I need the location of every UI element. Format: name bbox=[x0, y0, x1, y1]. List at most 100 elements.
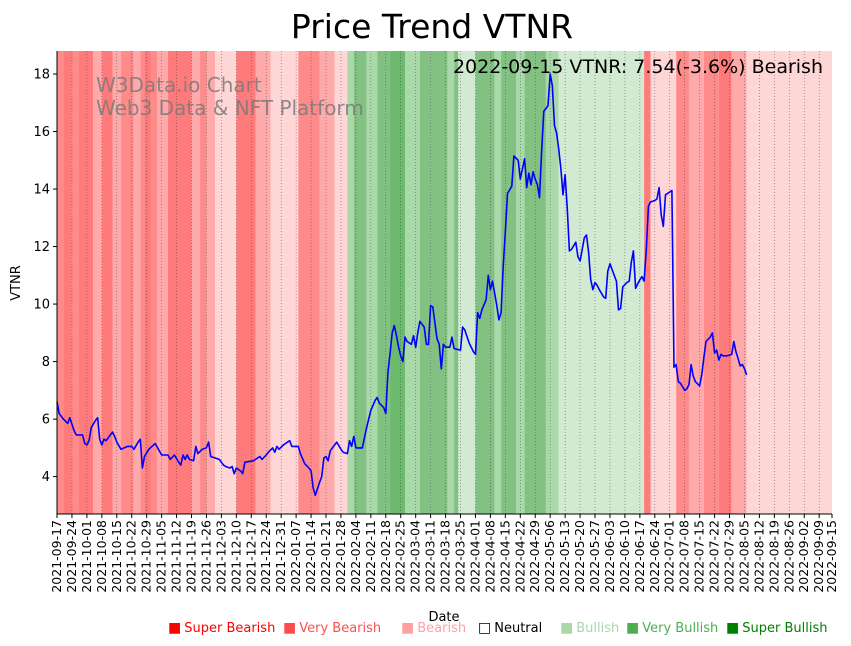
x-tick-label: 2022-03-18 bbox=[438, 520, 453, 593]
sentiment-band-light-bullish bbox=[458, 51, 476, 514]
x-tick-label: 2022-08-05 bbox=[736, 520, 751, 593]
x-tick-label: 2022-03-25 bbox=[453, 520, 468, 593]
sentiment-band-very-bearish bbox=[200, 51, 207, 514]
x-tick-label: 2022-05-20 bbox=[572, 520, 587, 593]
date-gridlines bbox=[71, 51, 820, 514]
y-tick-label: 8 bbox=[42, 355, 50, 370]
x-tick-label: 2021-09-17 bbox=[49, 520, 64, 593]
x-tick-label: 2021-12-24 bbox=[258, 520, 273, 593]
x-tick-label: 2022-06-03 bbox=[602, 520, 617, 593]
sentiment-band-bullish bbox=[347, 51, 354, 514]
y-tick-label: 4 bbox=[42, 470, 50, 485]
x-tick-label: 2022-06-17 bbox=[632, 520, 647, 593]
x-tick-label: 2021-11-12 bbox=[169, 520, 184, 593]
sentiment-band-very-bullish bbox=[430, 51, 448, 514]
y-axis-label: VTNR bbox=[9, 265, 24, 301]
x-tick-label: 2021-10-29 bbox=[139, 520, 154, 593]
x-tick-label: 2021-11-05 bbox=[154, 520, 169, 593]
sentiment-band-super-bearish bbox=[168, 51, 192, 514]
sentiment-band-very-bearish bbox=[71, 51, 79, 514]
x-tick-label: 2021-09-24 bbox=[64, 520, 79, 593]
legend-swatch-icon: ■ bbox=[283, 620, 297, 636]
x-tick-label: 2022-07-08 bbox=[677, 520, 692, 593]
legend-label: Very Bearish bbox=[299, 621, 382, 636]
watermark-line-1: W3Data.io Chart bbox=[96, 73, 262, 97]
sentiment-band-bearish bbox=[93, 51, 102, 514]
x-tick-label: 2022-01-14 bbox=[303, 520, 318, 593]
x-axis-ticks: 2021-09-17 2021-09-24 2021-10-01 2021-10-08… bbox=[49, 514, 839, 593]
x-tick-label: 2022-04-22 bbox=[512, 520, 527, 593]
sentiment-band-super-bearish bbox=[236, 51, 256, 514]
sentiment-band-very-bullish bbox=[454, 51, 459, 514]
legend-label: Bullish bbox=[576, 621, 620, 636]
legend-label: Super Bearish bbox=[184, 621, 276, 636]
sentiment-band-bearish bbox=[206, 51, 215, 514]
sentiment-band-very-bearish bbox=[703, 51, 719, 514]
sentiment-band-bearish bbox=[319, 51, 335, 514]
x-tick-label: 2022-04-15 bbox=[497, 520, 512, 593]
sentiment-band-bearish bbox=[157, 51, 169, 514]
x-tick-label: 2021-12-17 bbox=[243, 520, 258, 593]
y-tick-label: 14 bbox=[33, 183, 50, 198]
x-tick-label: 2022-09-09 bbox=[811, 520, 826, 593]
x-tick-label: 2022-09-15 bbox=[824, 520, 839, 593]
sentiment-band-super-bearish bbox=[644, 51, 651, 514]
chart-title: Price Trend VTNR bbox=[291, 7, 573, 46]
legend-swatch-icon: □ bbox=[478, 620, 492, 636]
x-tick-label: 2022-07-01 bbox=[662, 520, 677, 593]
x-tick-label: 2022-04-29 bbox=[527, 520, 542, 593]
x-tick-label: 2022-04-08 bbox=[482, 520, 497, 593]
x-tick-label: 2021-10-01 bbox=[79, 520, 94, 593]
x-tick-label: 2022-08-19 bbox=[766, 520, 781, 593]
x-tick-label: 2022-03-04 bbox=[408, 520, 423, 593]
legend-item: ■ Super Bearish bbox=[168, 620, 275, 636]
y-tick-label: 12 bbox=[33, 240, 50, 255]
sentiment-band-bearish bbox=[731, 51, 747, 514]
sentiment-band-super-bearish bbox=[144, 51, 151, 514]
legend-item: ■ Very Bullish bbox=[626, 620, 718, 636]
legend-label: Neutral bbox=[494, 621, 543, 636]
sentiment-band-super-bearish bbox=[63, 51, 72, 514]
sentiment-band-bullish bbox=[405, 51, 420, 514]
sentiment-band-bearish bbox=[688, 51, 704, 514]
price-line-series bbox=[56, 73, 748, 497]
x-tick-label: 2021-12-10 bbox=[228, 520, 243, 593]
legend-swatch-icon: ■ bbox=[401, 620, 415, 636]
legend-item: ■ Super Bullish bbox=[726, 620, 827, 636]
sentiment-band-very-bullish bbox=[419, 51, 431, 514]
sentiment-band-very-bullish bbox=[501, 51, 517, 514]
sentiment-band-bullish bbox=[447, 51, 455, 514]
sentiment-band-very-bearish bbox=[140, 51, 145, 514]
sentiment-band-very-bearish bbox=[57, 51, 64, 514]
x-tick-label: 2021-10-08 bbox=[94, 520, 109, 593]
x-tick-label: 2022-07-22 bbox=[707, 520, 722, 593]
sentiment-band-super-bullish-light bbox=[390, 51, 406, 514]
x-tick-label: 2022-08-26 bbox=[781, 520, 796, 593]
x-tick-label: 2022-07-29 bbox=[722, 520, 737, 593]
legend-label: Super Bullish bbox=[742, 621, 828, 636]
x-tick-label: 2022-01-28 bbox=[333, 520, 348, 593]
legend-swatch-icon: ■ bbox=[726, 620, 740, 636]
sentiment-legend: ■ Super Bearish ■ Very Bearish ■ Bearish □ Neut… bbox=[0, 618, 851, 640]
y-tick-label: 10 bbox=[33, 298, 50, 313]
sentiment-band-bearish bbox=[191, 51, 201, 514]
x-tick-label: 2022-06-10 bbox=[617, 520, 632, 593]
sentiment-bands bbox=[57, 51, 832, 514]
legend-item: ■ Very Bearish bbox=[283, 620, 381, 636]
x-tick-label: 2022-02-18 bbox=[378, 520, 393, 593]
sentiment-band-super-bearish bbox=[718, 51, 732, 514]
sentiment-band-bullish bbox=[494, 51, 502, 514]
legend-swatch-icon: ■ bbox=[560, 620, 574, 636]
legend-label: Bearish bbox=[417, 621, 467, 636]
x-tick-label: 2022-08-12 bbox=[751, 520, 766, 593]
sentiment-band-very-bearish bbox=[150, 51, 158, 514]
x-tick-label: 2022-02-11 bbox=[363, 520, 378, 593]
x-tick-label: 2022-07-15 bbox=[692, 520, 707, 593]
x-tick-label: 2021-10-15 bbox=[109, 520, 124, 593]
sentiment-band-neutral-pink bbox=[270, 51, 284, 514]
legend-label: Very Bullish bbox=[642, 621, 719, 636]
x-tick-label: 2021-11-19 bbox=[184, 520, 199, 593]
x-axis-label: Date bbox=[428, 610, 459, 625]
y-tick-label: 6 bbox=[42, 413, 50, 428]
